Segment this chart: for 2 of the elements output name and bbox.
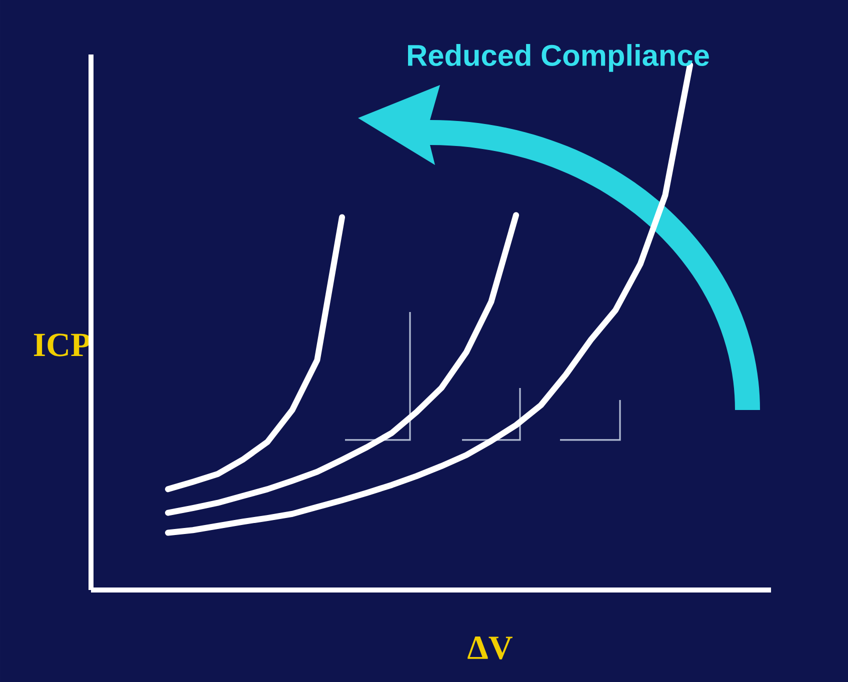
annotation: Reduced Compliance [408, 44, 709, 72]
x-axis-title: ΔV [468, 636, 512, 660]
